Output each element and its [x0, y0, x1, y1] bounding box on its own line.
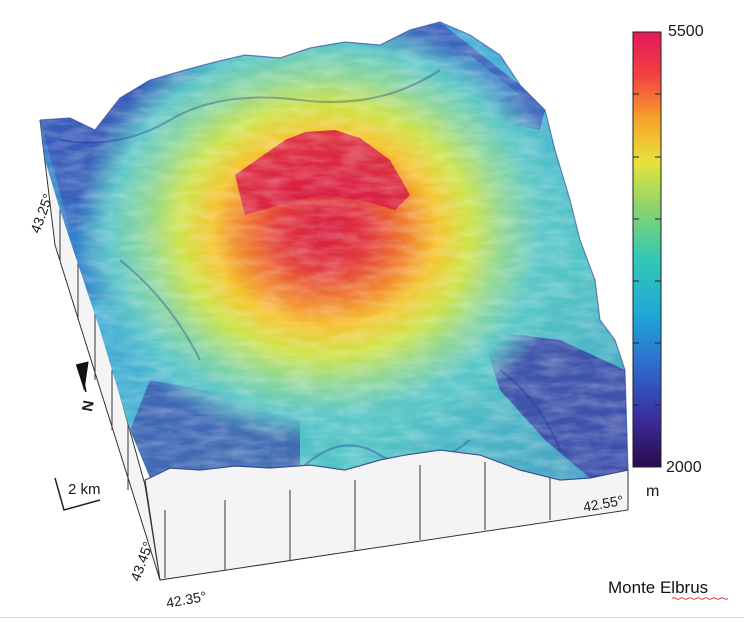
colorbar-max-label: 5500 — [668, 23, 704, 40]
map-caption: Monte Elbrus — [608, 578, 709, 597]
colorbar-unit-label: m — [646, 483, 660, 500]
scale-bar-label: 2 km — [68, 481, 101, 498]
scale-bar — [54, 477, 101, 511]
bottom-divider — [0, 617, 744, 618]
colorbar-min-label: 2000 — [666, 459, 702, 476]
spellcheck-underline — [672, 597, 728, 600]
north-label: N — [79, 399, 98, 413]
colorbar-ticks — [633, 93, 661, 406]
north-arrow-icon — [75, 361, 89, 393]
colorbar — [632, 31, 662, 468]
colorbar-ramp — [632, 31, 662, 468]
